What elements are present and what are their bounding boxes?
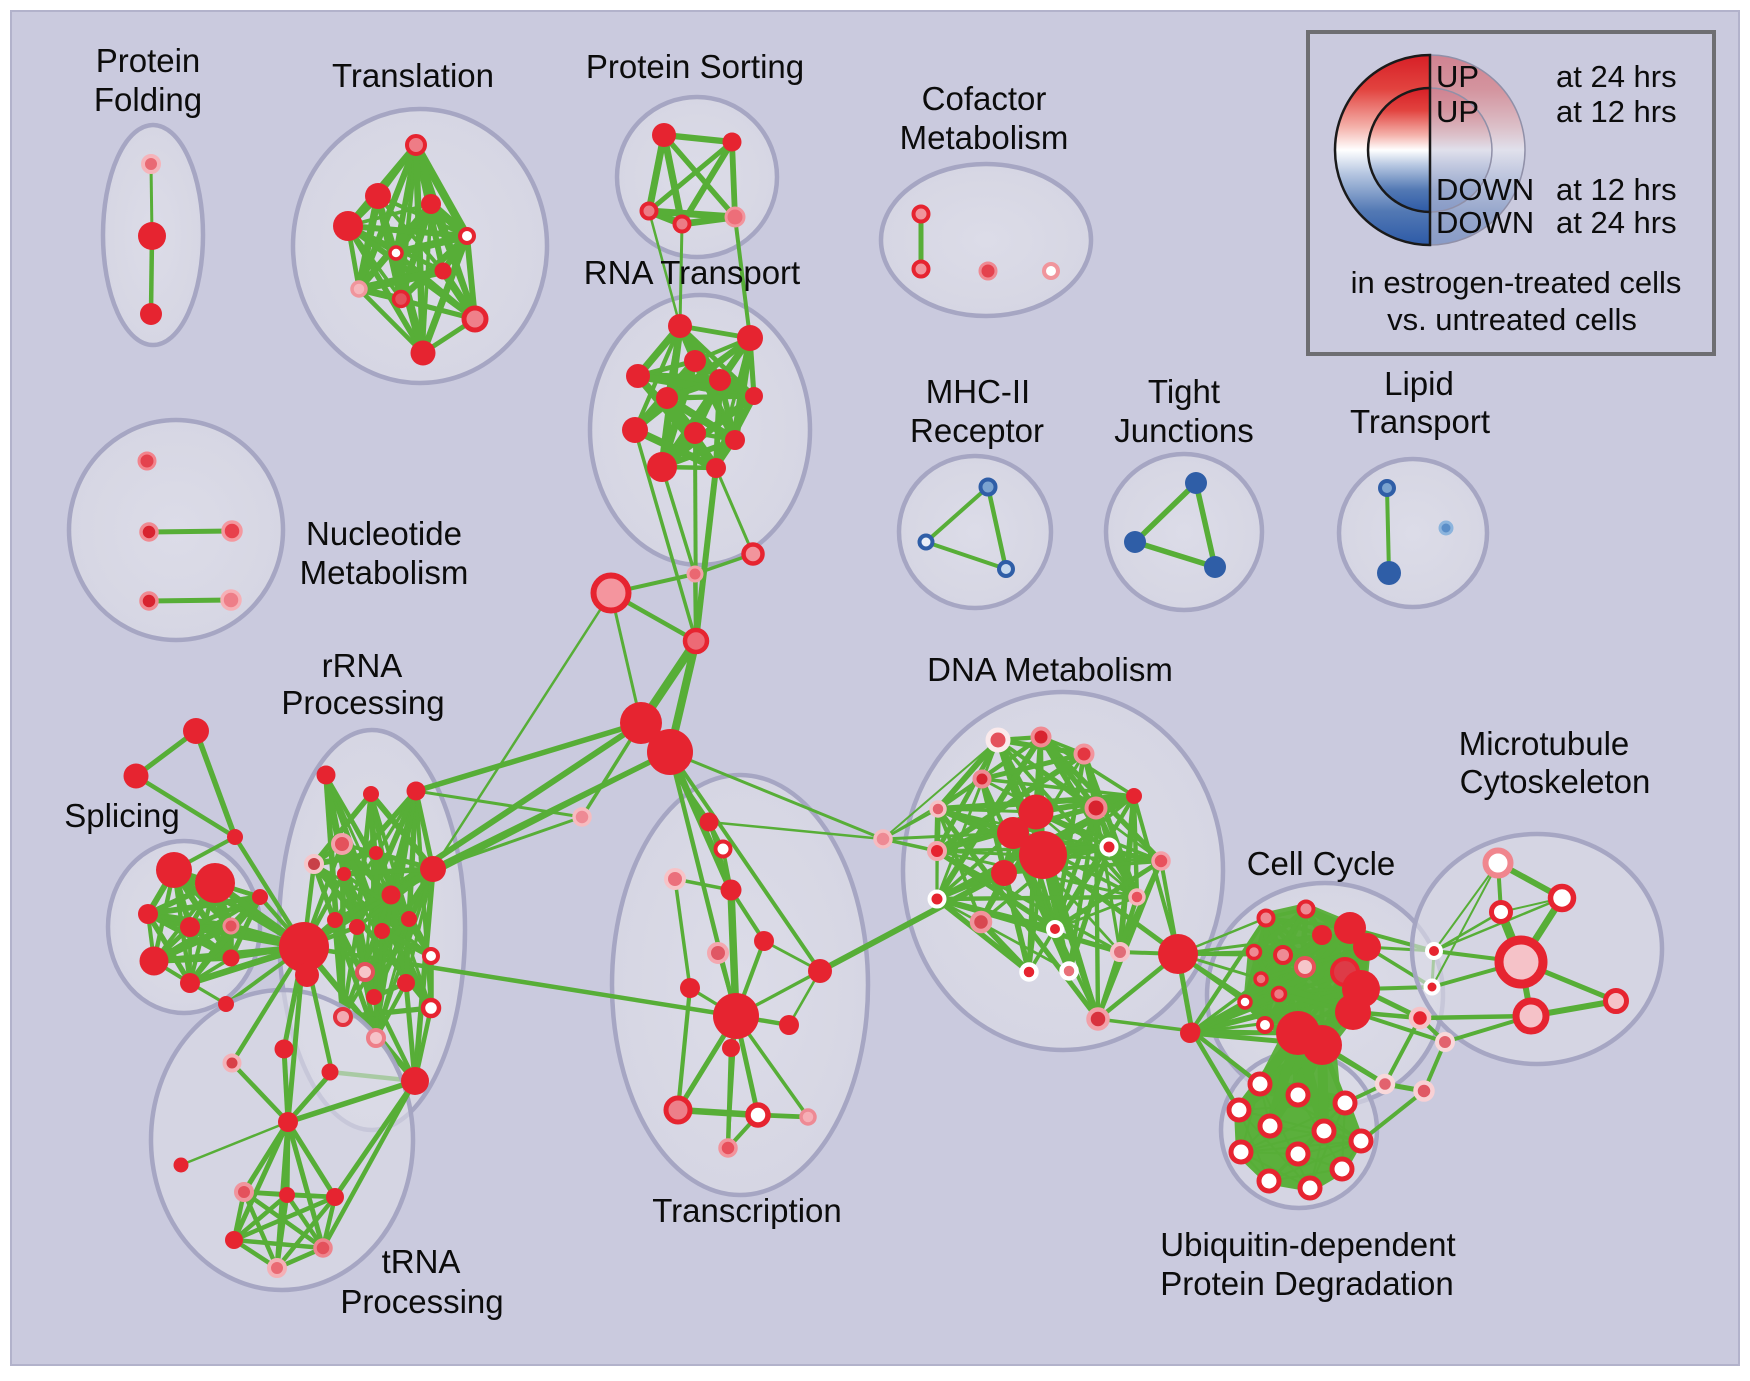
svg-text:DNA Metabolism: DNA Metabolism <box>927 651 1173 688</box>
svg-text:Processing: Processing <box>281 684 444 721</box>
svg-text:Junctions: Junctions <box>1114 412 1253 449</box>
svg-text:DOWN: DOWN <box>1436 205 1534 240</box>
svg-text:UP: UP <box>1436 59 1479 94</box>
svg-text:Metabolism: Metabolism <box>300 554 469 591</box>
svg-text:Protein: Protein <box>96 42 201 79</box>
svg-text:Translation: Translation <box>332 57 494 94</box>
svg-text:Microtubule: Microtubule <box>1459 725 1630 762</box>
svg-text:at 12 hrs: at 12 hrs <box>1556 94 1677 129</box>
svg-text:UP: UP <box>1436 94 1479 129</box>
svg-text:at 24 hrs: at 24 hrs <box>1556 59 1677 94</box>
svg-text:Ubiquitin-dependent: Ubiquitin-dependent <box>1160 1226 1455 1263</box>
svg-text:rRNA: rRNA <box>322 647 403 684</box>
svg-text:Protein Sorting: Protein Sorting <box>586 48 804 85</box>
svg-text:RNA Transport: RNA Transport <box>584 254 800 291</box>
svg-text:Metabolism: Metabolism <box>900 119 1069 156</box>
svg-text:Folding: Folding <box>94 81 202 118</box>
svg-text:at 24 hrs: at 24 hrs <box>1556 205 1677 240</box>
svg-text:in estrogen-treated cells: in estrogen-treated cells <box>1351 265 1682 300</box>
svg-text:Nucleotide: Nucleotide <box>306 515 462 552</box>
svg-text:Processing: Processing <box>340 1283 503 1320</box>
svg-text:Transport: Transport <box>1350 403 1490 440</box>
svg-text:Lipid: Lipid <box>1384 365 1454 402</box>
svg-text:MHC-II: MHC-II <box>926 373 1030 410</box>
svg-text:Splicing: Splicing <box>64 797 180 834</box>
svg-text:DOWN: DOWN <box>1436 172 1534 207</box>
svg-text:Cofactor: Cofactor <box>922 80 1047 117</box>
svg-text:tRNA: tRNA <box>382 1243 461 1280</box>
svg-text:at 12 hrs: at 12 hrs <box>1556 172 1677 207</box>
svg-text:Protein Degradation: Protein Degradation <box>1160 1265 1454 1302</box>
svg-text:Tight: Tight <box>1148 373 1220 410</box>
svg-text:Transcription: Transcription <box>652 1192 842 1229</box>
svg-text:vs. untreated cells: vs. untreated cells <box>1387 302 1637 337</box>
svg-text:Cytoskeleton: Cytoskeleton <box>1460 763 1651 800</box>
svg-text:Cell Cycle: Cell Cycle <box>1247 845 1396 882</box>
svg-text:Receptor: Receptor <box>910 412 1044 449</box>
